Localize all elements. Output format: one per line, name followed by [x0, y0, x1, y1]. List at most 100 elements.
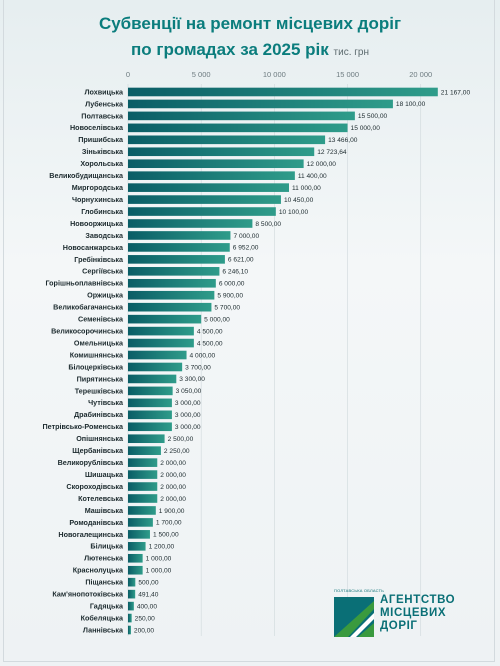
bar [128, 398, 172, 408]
value-label: 5 900,00 [217, 293, 243, 300]
category-label: Оржицька [87, 291, 124, 300]
value-label: 3 050,00 [176, 388, 202, 395]
value-label: 200,00 [134, 627, 155, 634]
value-label: 400,00 [137, 603, 158, 610]
value-label: 6 246,10 [222, 269, 248, 276]
value-label: 3 000,00 [175, 400, 201, 407]
value-label: 5 700,00 [214, 304, 240, 311]
category-label: Гадяцька [90, 602, 124, 611]
category-label: Семенівська [78, 315, 124, 324]
bar [128, 231, 231, 240]
value-label: 3 000,00 [175, 424, 201, 431]
x-tick-label: 5 000 [192, 70, 211, 79]
category-label: Пришибська [78, 135, 124, 144]
value-label: 6 952,00 [233, 245, 259, 252]
value-label: 1 200,00 [149, 544, 175, 551]
value-label: 491,40 [138, 591, 159, 598]
category-label: Кам'янопотоківська [52, 590, 124, 599]
category-label: Горішньоплавнівська [45, 279, 124, 288]
value-label: 2 000,00 [160, 496, 186, 503]
bar [128, 314, 202, 324]
category-label: Краснолуцька [73, 566, 124, 575]
value-label: 7 000,00 [233, 233, 259, 240]
value-label: 4 000,00 [190, 352, 216, 359]
category-label: Великобагачанська [53, 303, 124, 312]
category-label: Новоселівська [70, 123, 124, 132]
title-line-1: Субвенції на ремонт місцевих доріг [98, 14, 402, 33]
logo-word-1: АГЕНТСТВО [380, 594, 456, 606]
bars [128, 87, 438, 635]
category-label: Чорнухинська [72, 195, 124, 204]
bar [128, 434, 165, 444]
category-label: Лубенська [85, 99, 124, 108]
category-label: Терешківська [75, 386, 124, 395]
category-label: Піщанська [85, 578, 124, 587]
value-label: 4 500,00 [197, 328, 223, 335]
value-label: 12 723,64 [317, 149, 347, 156]
value-label: 6 000,00 [219, 281, 245, 288]
bar [128, 625, 131, 635]
bar [128, 290, 215, 300]
category-label: Кобеляцька [81, 613, 124, 622]
category-label: Миргородська [72, 183, 124, 192]
category-label: Щербанівська [72, 446, 124, 455]
value-label: 6 621,00 [228, 257, 254, 264]
bar [128, 159, 304, 169]
bar [128, 183, 289, 192]
value-label: 10 100,00 [279, 209, 309, 216]
value-label: 1 000,00 [146, 568, 172, 575]
bar [128, 506, 156, 515]
category-label: Комишнянська [70, 350, 124, 359]
bar [128, 195, 281, 204]
bar [128, 589, 136, 599]
title-line-2: по громадах за 2025 рік [131, 40, 329, 59]
bar [128, 577, 136, 587]
chart-title: Субвенції на ремонт місцевих доріг [0, 14, 500, 34]
value-label: 500,00 [138, 579, 159, 586]
value-label: 11 400,00 [298, 173, 327, 180]
value-labels: 21 167,00 18 100,00 15 500,00 15 000,00 13 4… [134, 89, 471, 634]
category-label: Білоцерківська [68, 362, 124, 371]
page-frame [3, 0, 495, 662]
chart-title-second-line: по громадах за 2025 рік тис. грн [0, 40, 500, 60]
bar [128, 255, 225, 264]
value-label: 21 167,00 [441, 89, 471, 96]
category-label: Білицька [90, 542, 124, 551]
category-label: Новосанжарська [63, 243, 124, 252]
category-label: Сергіївська [82, 267, 124, 276]
category-label: Новооржицька [70, 219, 124, 228]
category-label: Пирятинська [77, 374, 124, 383]
category-label: Ромоданівська [69, 518, 124, 527]
bar [128, 147, 315, 157]
category-label: Петрівсько-Роменська [43, 422, 124, 431]
x-tick-label: 0 [126, 70, 130, 79]
category-label: Глобинська [81, 207, 124, 216]
value-label: 250,00 [135, 615, 156, 622]
category-label: Машівська [85, 506, 124, 515]
value-label: 2 500,00 [168, 436, 194, 443]
value-label: 4 500,00 [197, 340, 223, 347]
bar [128, 111, 355, 121]
category-label: Лохвицька [84, 87, 124, 96]
value-label: 2 000,00 [160, 472, 186, 479]
value-label: 3 000,00 [175, 412, 201, 419]
value-label: 3 300,00 [179, 376, 205, 383]
category-label: Скороходівська [66, 482, 124, 491]
logo-word-3: ДОРІГ [380, 620, 418, 632]
bar [128, 374, 177, 384]
bar [128, 458, 158, 467]
value-label: 1 700,00 [156, 520, 182, 527]
x-tick-label: 10 000 [263, 70, 286, 79]
bar [128, 530, 150, 539]
category-label: Великорублівська [58, 458, 124, 467]
bar [128, 446, 161, 455]
bar [128, 123, 348, 133]
category-label: Омельницька [74, 338, 124, 347]
bar [128, 494, 158, 503]
bar [128, 326, 194, 336]
value-label: 1 500,00 [153, 532, 179, 539]
value-label: 11 000,00 [292, 185, 321, 192]
category-label: Котелевська [78, 494, 124, 503]
